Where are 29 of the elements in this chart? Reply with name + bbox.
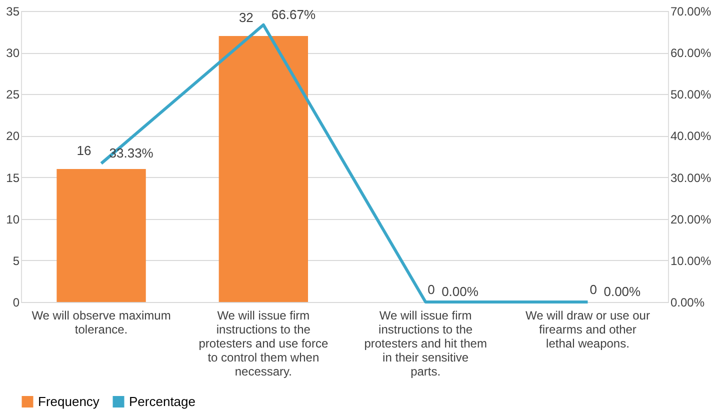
y-tick-label: 35: [6, 4, 20, 18]
y-tick-label: 10: [6, 212, 20, 226]
y-tick-label: 5: [12, 254, 20, 268]
data-label: 0.00%: [442, 284, 479, 299]
y2-tick-label: 20.00%: [670, 212, 712, 226]
y2-tick-label: 60.00%: [670, 46, 712, 60]
y-tick-label: 0: [12, 296, 20, 310]
x-tick-label: We will issue firm instructions to the protesters and hit them in their sensitive parts.: [364, 308, 487, 378]
legend-label: Percentage: [129, 394, 196, 409]
y2-tick-label: 40.00%: [670, 129, 712, 144]
x-tick-label: We will observe maximum tolerance.: [32, 308, 171, 336]
data-label: 0: [590, 282, 597, 297]
y-tick-label: 20: [6, 129, 20, 144]
y2-tick-label: 0.00%: [670, 296, 705, 310]
y-tick-label: 25: [6, 88, 20, 102]
data-label: 16: [76, 142, 92, 158]
y-tick-label: 30: [6, 46, 20, 60]
x-tick-label: We will draw or use our firearms and other lethal weapons.: [525, 308, 650, 350]
y2-tick-label: 30.00%: [670, 170, 712, 185]
y2-tick-label: 10.00%: [670, 254, 712, 268]
x-tick-label: We will issue firm instructions to the protesters and use force to control them when necessary.: [198, 308, 328, 378]
data-label: 32: [238, 10, 254, 25]
data-label: 66.67%: [271, 6, 316, 22]
y2-tick-label: 50.00%: [670, 88, 712, 102]
y2-tick-label: 70.00%: [670, 4, 712, 18]
data-label: 0: [428, 282, 435, 297]
legend-label: Frequency: [38, 394, 100, 409]
y-tick-label: 15: [6, 170, 20, 185]
data-label: 0.00%: [604, 284, 642, 299]
